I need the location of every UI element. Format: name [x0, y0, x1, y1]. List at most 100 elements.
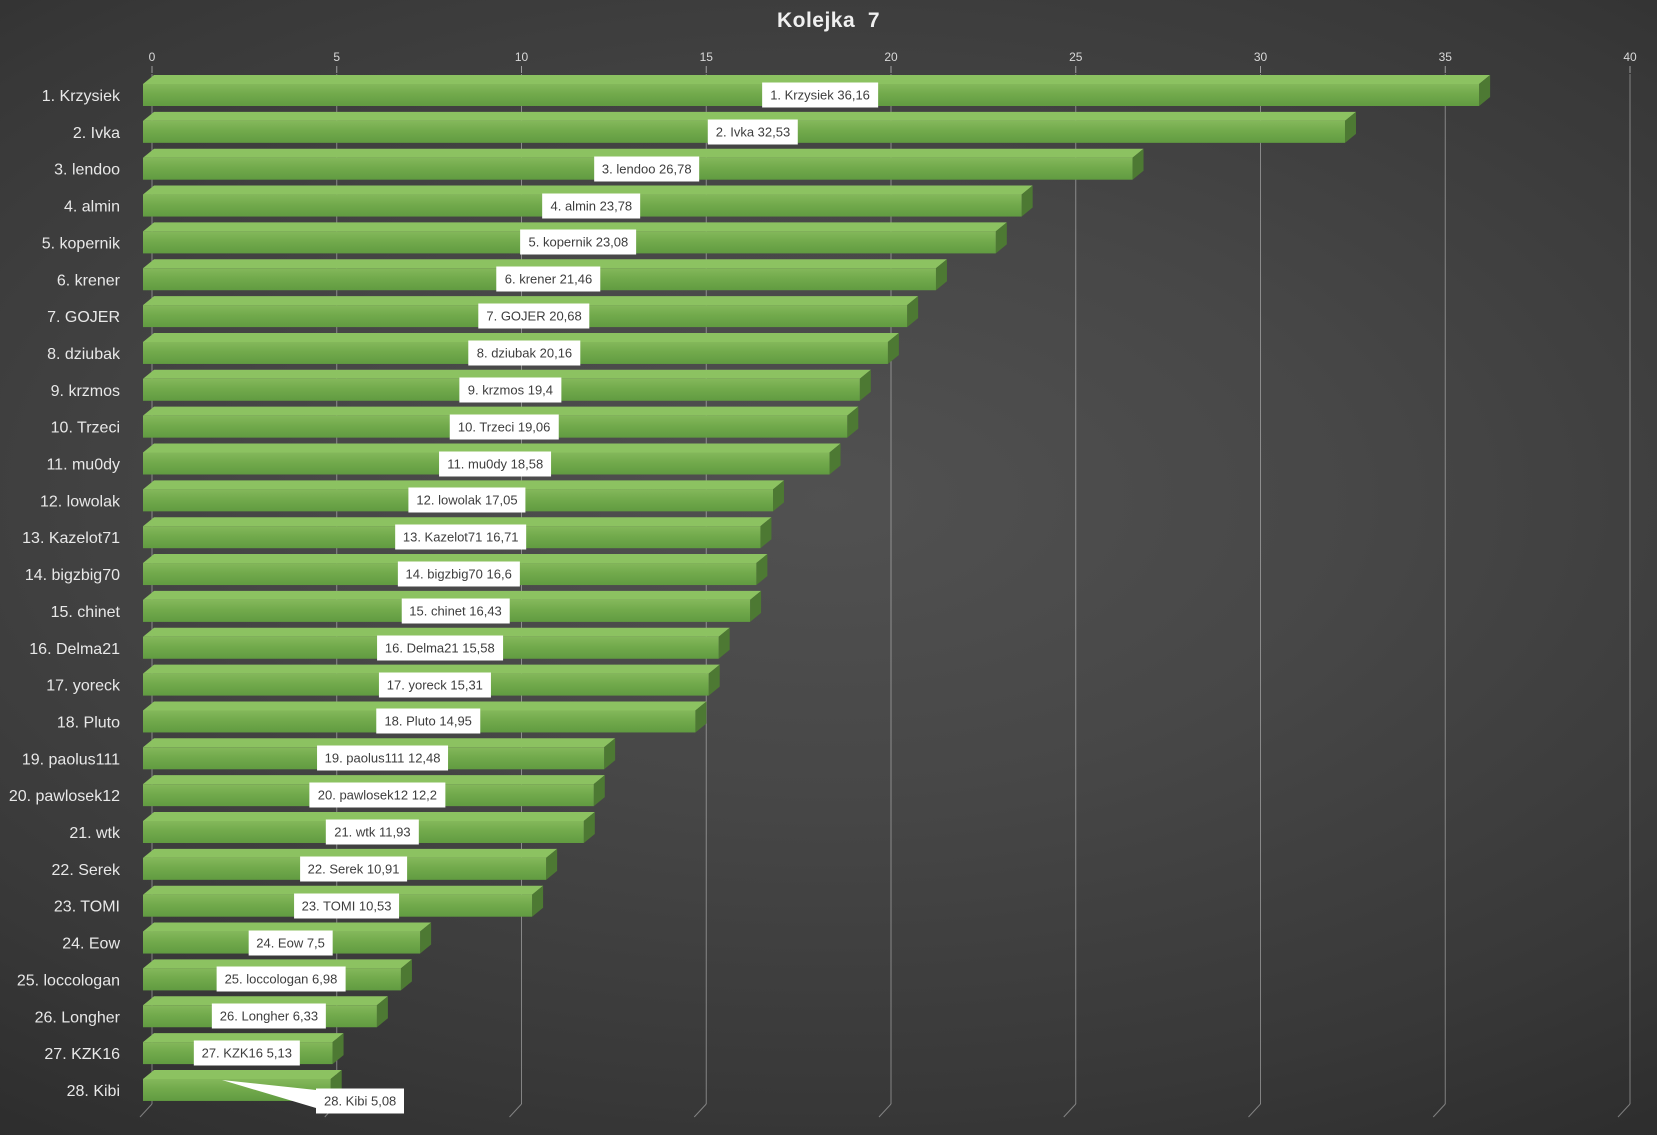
- category-label: 11. mu0dy: [46, 457, 120, 474]
- bar-top-face: [143, 627, 730, 637]
- bar-end-face: [760, 517, 772, 549]
- bar-top-face: [143, 848, 558, 858]
- data-label: 7. GOJER 20,68: [478, 303, 590, 329]
- data-label: 16. Delma21 15,58: [376, 635, 503, 661]
- label-leader-line: [222, 1080, 316, 1108]
- category-label: 24. Eow: [62, 936, 120, 953]
- bar-end-face: [772, 480, 784, 512]
- category-label: 3. lendoo: [54, 162, 120, 179]
- bar-top-face: [143, 775, 605, 785]
- data-label: 11. mu0dy 18,58: [439, 451, 552, 476]
- data-label: 21. wtk 11,93: [326, 819, 419, 845]
- category-label: 22. Serek: [52, 862, 121, 879]
- data-label: 4. almin 23,78: [542, 193, 641, 219]
- gridline-foot: [1063, 1103, 1077, 1118]
- bar-end-face: [859, 369, 871, 401]
- data-label: 27. KZK16 5,13: [193, 1040, 300, 1066]
- bar-end-face: [593, 775, 605, 807]
- axis-tick-label: 0: [149, 50, 156, 64]
- category-label: 17. yoreck: [46, 678, 121, 695]
- bar-end-face: [376, 996, 388, 1028]
- bar-end-face: [420, 922, 432, 954]
- data-label: 24. Eow 7,5: [248, 930, 333, 956]
- category-label: 23. TOMI: [54, 899, 120, 916]
- category-label: 8. dziubak: [47, 346, 121, 363]
- gridline-foot: [1617, 1103, 1631, 1118]
- bar-end-face: [907, 296, 919, 328]
- gridline-foot: [693, 1103, 707, 1118]
- bar-top-face: [143, 701, 707, 711]
- bar-end-face: [718, 627, 730, 659]
- data-label: 12. lowolak 17,05: [408, 487, 526, 513]
- data-label: 26. Longher 6,33: [211, 1003, 327, 1029]
- data-label: 25. loccologan 6,98: [216, 966, 346, 992]
- bar-end-face: [1479, 75, 1491, 106]
- data-label: 8. dziubak 20,16: [468, 340, 581, 366]
- data-label: 9. krzmos 19,4: [459, 377, 562, 403]
- data-label: 3. lendoo 26,78: [593, 156, 700, 182]
- gridline-foot: [1432, 1103, 1446, 1118]
- bar-top-face: [143, 959, 412, 969]
- bar-top-face: [143, 554, 768, 564]
- bar-top-face: [143, 222, 1007, 232]
- chart-title: Kolejka 7: [776, 9, 881, 32]
- category-label: 12. lowolak: [40, 493, 121, 510]
- axis-tick-label: 30: [1254, 50, 1268, 64]
- data-label: 20. pawlosek12 12,2: [309, 782, 446, 808]
- category-label: 27. KZK16: [44, 1046, 120, 1063]
- category-label: 7. GOJER: [47, 309, 120, 326]
- category-label: 9. krzmos: [51, 383, 120, 400]
- bar-end-face: [695, 701, 707, 733]
- data-label: 14. bigzbig70 16,6: [397, 561, 520, 587]
- axis-tick-label: 15: [700, 50, 714, 64]
- data-label: 22. Serek 10,91: [299, 856, 408, 882]
- category-label: 20. pawlosek12: [9, 788, 120, 805]
- bar-end-face: [1132, 148, 1144, 180]
- bar: [143, 775, 605, 807]
- category-label: 14. bigzbig70: [25, 567, 120, 584]
- bar-end-face: [583, 812, 595, 843]
- data-label: 1. Krzysiek 36,16: [762, 82, 878, 108]
- bar-top-face: [143, 812, 595, 821]
- data-label: 15. chinet 16,43: [401, 598, 510, 624]
- bar-top-face: [143, 996, 388, 1006]
- category-label: 15. chinet: [51, 604, 121, 621]
- bar-top-face: [143, 1033, 344, 1043]
- data-label: 2. Ivka 32,53: [707, 119, 799, 145]
- bar-top-face: [143, 369, 871, 379]
- bar-top-face: [143, 296, 919, 306]
- bar-top-face: [143, 111, 1356, 121]
- bar-end-face: [750, 590, 762, 622]
- category-label: 18. Pluto: [57, 714, 120, 731]
- axis-tick-label: 40: [1623, 50, 1637, 64]
- category-label: 28. Kibi: [67, 1083, 120, 1100]
- bar-top-face: [143, 922, 432, 932]
- bar-top-face: [143, 480, 784, 490]
- bar-top-face: [143, 185, 1033, 195]
- data-label: 10. Trzeci 19,06: [449, 414, 559, 440]
- bar-top-face: [143, 332, 899, 342]
- data-label: 23. TOMI 10,53: [293, 893, 400, 919]
- category-label: 19. paolus111: [22, 751, 120, 768]
- bar-top-face: [143, 443, 841, 453]
- bar-top-face: [143, 406, 859, 416]
- axis-tick-label: 10: [515, 50, 529, 64]
- category-label: 26. Longher: [35, 1009, 121, 1026]
- bar-end-face: [546, 848, 558, 880]
- data-label: 5. kopernik 23,08: [520, 229, 637, 255]
- bar-top-face: [143, 885, 544, 895]
- data-label: 28. Kibi 5,08: [316, 1088, 405, 1114]
- bar-top-face: [143, 590, 762, 600]
- bar-end-face: [935, 259, 947, 291]
- gridline-foot: [509, 1103, 522, 1118]
- axis-tick-label: 25: [1069, 50, 1083, 64]
- bar-end-face: [1344, 111, 1356, 143]
- category-label: 2. Ivka: [73, 125, 120, 142]
- bar-end-face: [887, 332, 899, 364]
- bar-top-face: [143, 517, 772, 527]
- gridline-foot: [139, 1103, 153, 1118]
- axis-tick-label: 5: [333, 50, 340, 64]
- axis-tick-label: 35: [1439, 50, 1453, 64]
